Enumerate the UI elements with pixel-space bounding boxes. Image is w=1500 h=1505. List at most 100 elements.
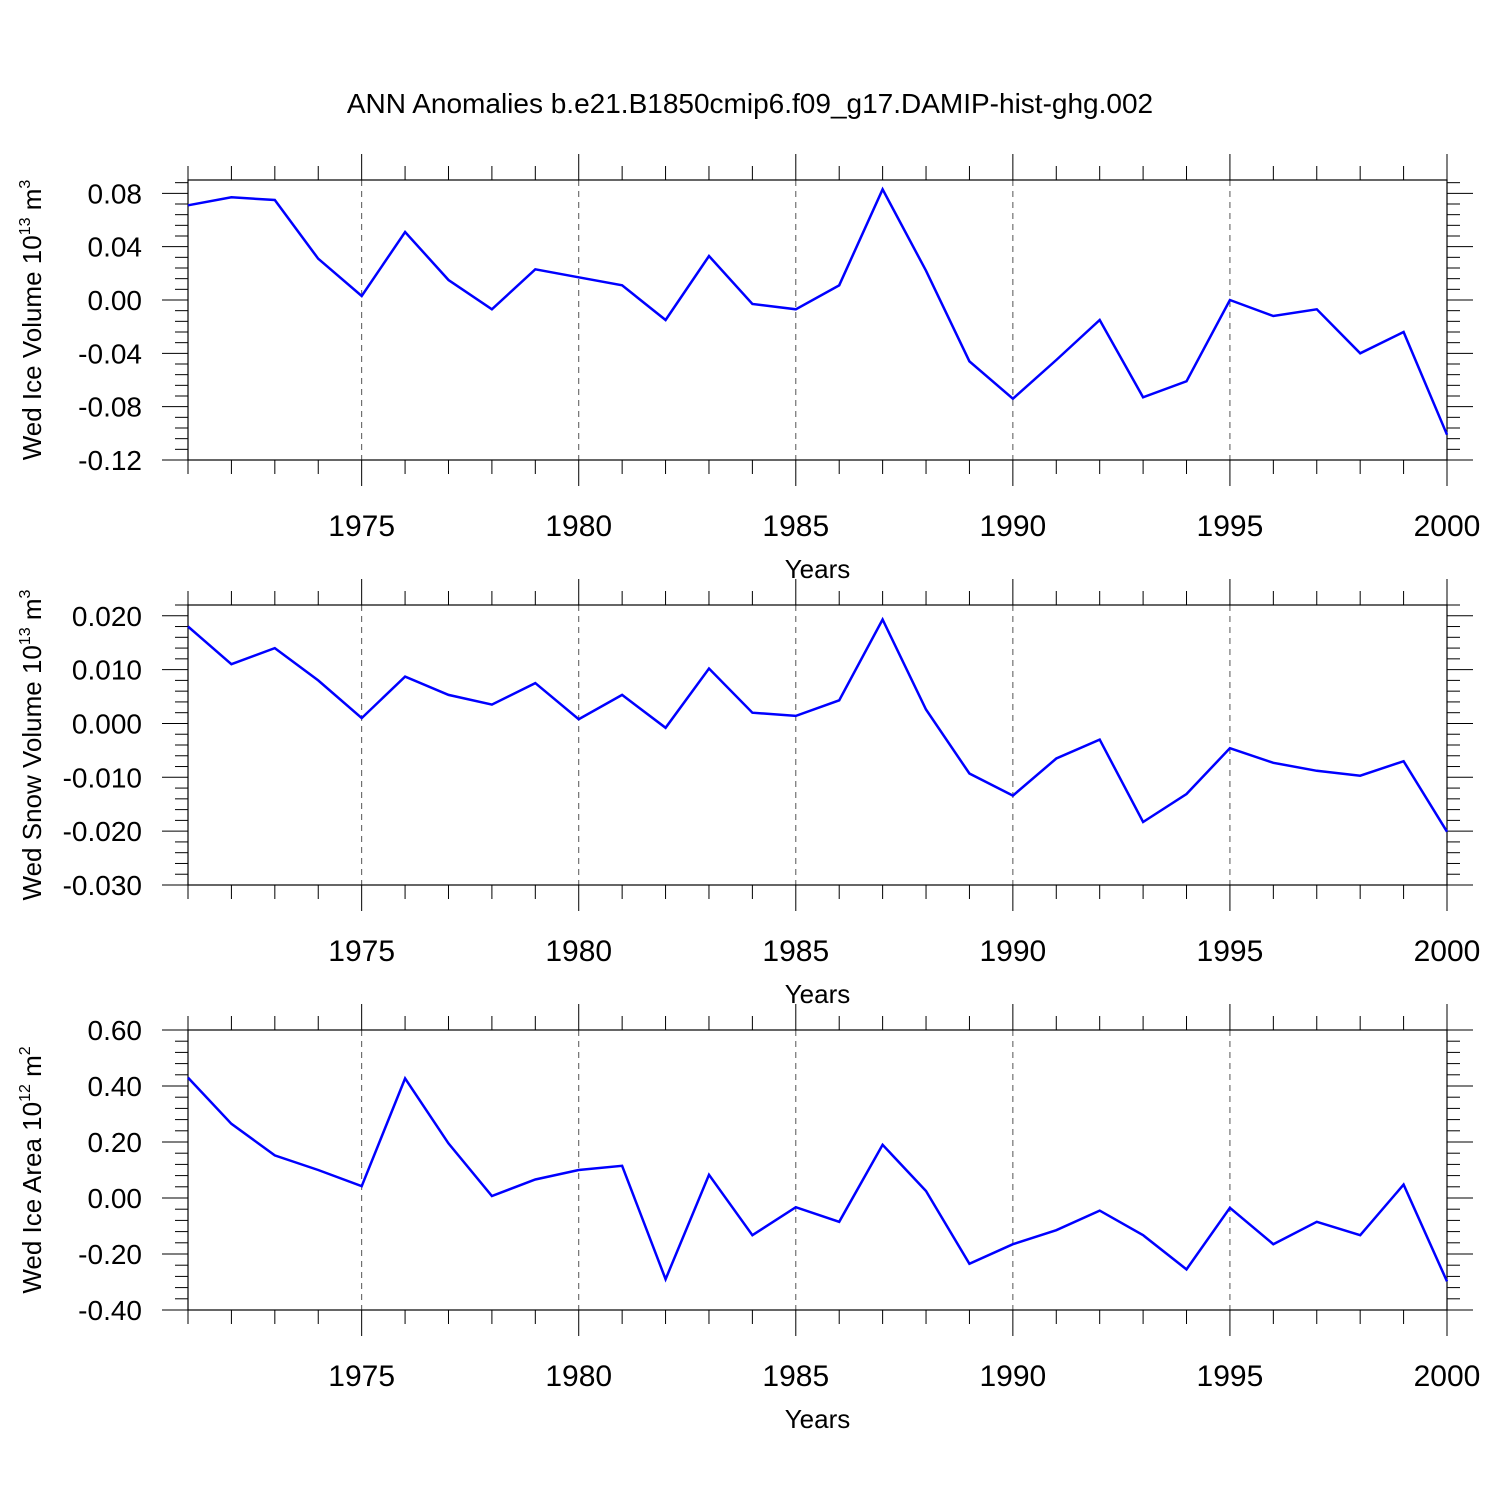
series-line <box>187 186 1449 436</box>
data-point <box>750 711 754 715</box>
data-point <box>577 1168 581 1172</box>
data-point <box>533 1178 537 1182</box>
data-point <box>881 187 885 191</box>
data-point <box>186 625 190 629</box>
x-tick-label: 1975 <box>328 1360 395 1393</box>
data-point <box>1054 1228 1058 1232</box>
data-point <box>881 618 885 622</box>
data-point <box>664 318 668 322</box>
data-point <box>403 675 407 679</box>
data-point <box>750 1233 754 1237</box>
data-point <box>967 772 971 776</box>
data-point <box>881 1143 885 1147</box>
y-tick-label: -0.020 <box>63 816 142 847</box>
y-tick-label: 0.20 <box>88 1127 143 1158</box>
panel-3: 0.60 0.40 0.20 0.00 -0.20 -0.40 1975 1980 1985 19… <box>17 1004 1480 1434</box>
x-tick-label: 2000 <box>1414 510 1481 543</box>
data-point <box>1271 1242 1275 1246</box>
data-point <box>794 1205 798 1209</box>
data-point <box>1315 307 1319 311</box>
data-point <box>316 257 320 261</box>
data-point <box>967 359 971 363</box>
y-tick-label: -0.20 <box>78 1239 142 1270</box>
data-point <box>403 230 407 234</box>
data-point <box>664 726 668 730</box>
x-tick-label: 1995 <box>1197 510 1264 543</box>
data-point <box>360 1184 364 1188</box>
data-point <box>577 275 581 279</box>
data-point <box>446 693 450 697</box>
figure-title: ANN Anomalies b.e21.B1850cmip6.f09_g17.D… <box>346 88 1154 119</box>
data-point <box>837 1220 841 1224</box>
y-axis-label: Wed Ice Area 1012 m2 <box>17 1046 47 1293</box>
data-point <box>794 307 798 311</box>
y-tick-label: 0.04 <box>88 232 143 263</box>
data-point <box>1271 314 1275 318</box>
data-point <box>1228 746 1232 750</box>
data-point <box>750 302 754 306</box>
data-point <box>1315 1220 1319 1224</box>
y-tick-label: 0.010 <box>72 655 142 686</box>
x-tick-label: 1985 <box>762 510 829 543</box>
y-tick-label: 0.60 <box>88 1015 143 1046</box>
data-point <box>1228 1206 1232 1210</box>
y-tick-label: 0.40 <box>88 1071 143 1102</box>
data-point <box>577 717 581 721</box>
plot-frame <box>187 604 1448 886</box>
data-point <box>1141 395 1145 399</box>
data-point <box>967 1262 971 1266</box>
data-point <box>1098 1209 1102 1213</box>
data-point <box>490 1194 494 1198</box>
data-point <box>186 203 190 207</box>
series-line <box>187 1075 1449 1283</box>
y-tick-label: -0.030 <box>63 870 142 901</box>
x-tick-label: 1980 <box>545 935 612 968</box>
data-point <box>924 1189 928 1193</box>
data-point <box>1358 1233 1362 1237</box>
data-point <box>229 195 233 199</box>
data-point <box>837 283 841 287</box>
x-tick-label: 1995 <box>1197 1360 1264 1393</box>
x-tick-label: 1985 <box>762 935 829 968</box>
y-tick-label: 0.020 <box>72 601 142 632</box>
data-point <box>707 1173 711 1177</box>
data-point <box>1054 358 1058 362</box>
data-point <box>1402 330 1406 334</box>
data-point <box>664 1277 668 1281</box>
data-point <box>273 646 277 650</box>
data-point <box>1185 792 1189 796</box>
x-tick-label: 1990 <box>979 510 1046 543</box>
data-point <box>707 667 711 671</box>
data-point <box>1141 820 1145 824</box>
x-tick-label: 2000 <box>1414 1360 1481 1393</box>
data-point <box>1054 756 1058 760</box>
data-point <box>229 1122 233 1126</box>
y-tick-label: 0.08 <box>88 178 143 209</box>
data-point <box>1358 774 1362 778</box>
data-point <box>1402 1183 1406 1187</box>
data-point <box>1315 769 1319 773</box>
data-point <box>1358 351 1362 355</box>
data-point <box>1098 738 1102 742</box>
data-point <box>707 254 711 258</box>
data-point <box>1185 1267 1189 1271</box>
data-point <box>1402 759 1406 763</box>
y-tick-label: -0.40 <box>78 1295 142 1326</box>
panel-1: 0.08 0.04 0.00 -0.04 -0.08 -0.12 1975 1980 1985 1… <box>17 154 1480 584</box>
plot-frame <box>187 1029 1448 1311</box>
data-point <box>490 703 494 707</box>
x-tick-label: 1990 <box>979 935 1046 968</box>
x-tick-label: 2000 <box>1414 935 1481 968</box>
y-tick-label: 0.000 <box>72 708 142 739</box>
data-point <box>1228 298 1232 302</box>
data-point <box>1011 397 1015 401</box>
data-point <box>1011 794 1015 798</box>
x-tick-label: 1990 <box>979 1360 1046 1393</box>
data-point <box>186 1076 190 1080</box>
x-tick-label: 1980 <box>545 510 612 543</box>
data-point <box>403 1076 407 1080</box>
data-point <box>620 693 624 697</box>
series-line <box>187 616 1449 833</box>
